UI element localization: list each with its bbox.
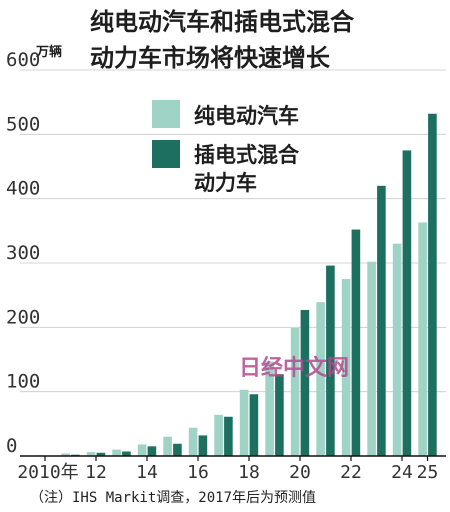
legend-label-bev: 纯电动汽车 <box>194 104 299 128</box>
bar-bev-2019 <box>265 361 274 456</box>
legend-label-phev-line2: 动力车 <box>194 171 257 195</box>
chart-title-line1: 纯电动汽车和插电式混合 <box>90 8 355 36</box>
chart-title-line2: 动力车市场将快速增长 <box>90 44 331 72</box>
x-tick-label: 20 <box>289 462 311 483</box>
x-tick-label: 16 <box>187 462 209 483</box>
bar-phev-2025 <box>428 113 437 456</box>
bar-bev-2022 <box>341 279 351 456</box>
legend-swatch-bev <box>152 100 180 128</box>
bar-phev-2023 <box>377 185 386 457</box>
bar-bev-2017 <box>214 414 223 456</box>
bar-bev-2021 <box>316 302 325 456</box>
bar-bev-2025 <box>418 222 427 456</box>
x-tick-label: 12 <box>85 462 107 483</box>
bar-bev-2023 <box>367 261 376 456</box>
y-tick-label: 300 <box>6 242 40 264</box>
y-tick-label: 200 <box>6 306 40 328</box>
bar-phev-2019 <box>275 374 284 456</box>
y-tick-label: 100 <box>6 371 40 393</box>
y-tick-label: 0 <box>6 435 17 457</box>
x-tick-label: 2010年 <box>17 462 78 483</box>
bar-phev-2018 <box>249 394 259 456</box>
bar-bev-2020 <box>290 327 300 456</box>
legend: 纯电动汽车 插电式混合 动力车 <box>152 100 300 195</box>
y-axis-tick-labels: 0 100 200 300 400 500 600 <box>6 49 40 457</box>
bars <box>35 113 437 457</box>
bar-phev-2014 <box>147 446 157 456</box>
legend-label-phev-line1: 插电式混合 <box>194 143 300 167</box>
bar-phev-2016 <box>198 435 208 456</box>
bar-phev-2024 <box>402 150 412 456</box>
bar-phev-2020 <box>300 309 310 456</box>
bar-phev-2022 <box>351 229 361 456</box>
bar-bev-2018 <box>239 389 249 456</box>
y-axis-unit: 万辆 <box>35 44 62 60</box>
bar-bev-2024 <box>392 243 402 456</box>
watermark: 日经中文网 <box>239 355 349 381</box>
bar-bev-2011 <box>61 453 70 456</box>
x-tick-label: 24 <box>391 462 413 483</box>
x-tick-label: 25 <box>417 462 439 483</box>
y-tick-label: 600 <box>6 49 40 71</box>
x-tick-label: 14 <box>136 462 158 483</box>
bar-bev-2012 <box>86 452 96 456</box>
bar-phev-2017 <box>224 416 233 456</box>
x-tick-label: 22 <box>340 462 362 483</box>
x-tick-label: 18 <box>238 462 260 483</box>
legend-swatch-phev <box>152 140 180 168</box>
y-tick-label: 400 <box>6 178 40 200</box>
bar-phev-2013 <box>122 451 131 456</box>
bar-phev-2012 <box>96 452 106 456</box>
y-tick-label: 500 <box>6 113 40 135</box>
bar-bev-2013 <box>112 449 121 456</box>
bar-bev-2014 <box>137 444 147 456</box>
bar-bev-2016 <box>188 427 198 456</box>
bar-bev-2015 <box>163 436 172 456</box>
chart-note: （注）IHS Markit调查，2017年后为预测值 <box>30 490 316 506</box>
bar-phev-2021 <box>326 265 335 456</box>
bar-phev-2015 <box>173 443 182 456</box>
x-axis-ticks: 2010年 12 14 16 18 20 22 24 25 <box>17 456 438 483</box>
